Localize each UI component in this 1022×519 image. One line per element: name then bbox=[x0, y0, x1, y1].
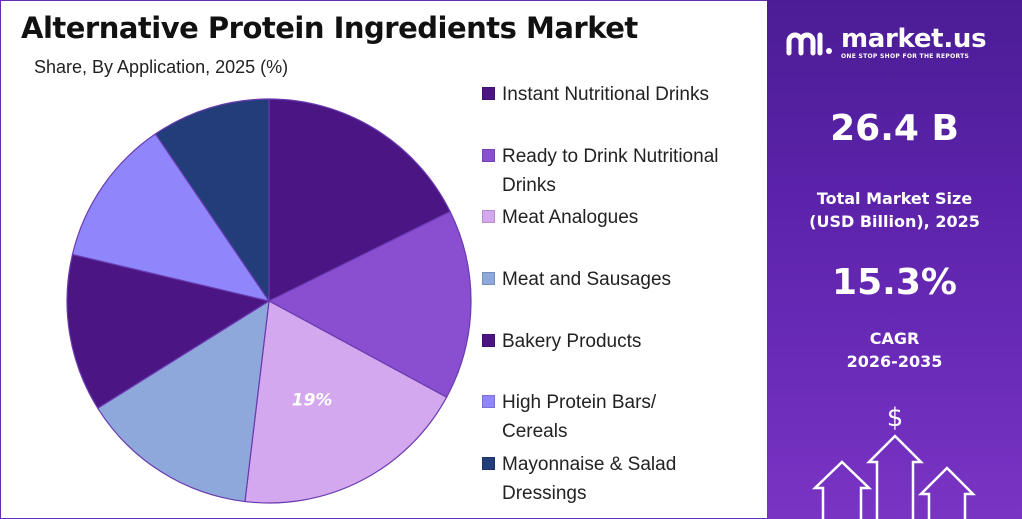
pie-slice bbox=[154, 98, 270, 303]
pie-slice bbox=[66, 253, 271, 409]
pie-slice bbox=[244, 300, 448, 504]
legend-swatch bbox=[482, 210, 495, 223]
chart-panel: Alternative Protein Ingredients Market S… bbox=[0, 0, 767, 519]
legend-item: Instant Nutritional Drinks bbox=[482, 80, 762, 109]
market-us-logo-icon bbox=[786, 32, 832, 56]
market-size-value: 26.4 B bbox=[830, 108, 959, 149]
legend-label: High Protein Bars/Cereals bbox=[502, 392, 657, 442]
market-size-label: Total Market Size (USD Billion), 2025 bbox=[809, 189, 980, 231]
cagr-value: 15.3% bbox=[832, 262, 957, 303]
legend-item: High Protein Bars/Cereals bbox=[482, 388, 762, 446]
legend-item: Meat Analogues bbox=[482, 203, 762, 232]
brand-name: market.us bbox=[841, 24, 987, 54]
legend-label: Instant Nutritional Drinks bbox=[502, 84, 709, 105]
legend-item: Bakery Products bbox=[482, 327, 762, 356]
chart-subtitle: Share, By Application, 2025 (%) bbox=[34, 57, 289, 77]
chart-title: Alternative Protein Ingredients Market bbox=[21, 11, 638, 45]
pie-slice bbox=[267, 210, 472, 399]
growth-arrows-icon: $ bbox=[811, 403, 977, 519]
legend-swatch bbox=[482, 149, 495, 162]
legend-swatch bbox=[482, 87, 495, 100]
dollar-icon: $ bbox=[887, 403, 904, 433]
legend-item: Mayonnaise & Salad Dressings bbox=[482, 450, 762, 508]
legend-label: Meat and Sausages bbox=[502, 269, 672, 290]
legend-item: Meat and Sausages bbox=[482, 265, 762, 294]
legend-label: Mayonnaise & Salad Dressings bbox=[502, 454, 677, 504]
brand: market.us ONE STOP SHOP FOR THE REPORTS bbox=[785, 24, 987, 60]
pie-chart: 19% bbox=[66, 98, 472, 504]
pie-slice bbox=[268, 98, 451, 302]
legend-label: Bakery Products bbox=[502, 331, 642, 352]
pie-slice bbox=[96, 299, 270, 503]
legend-swatch bbox=[482, 395, 495, 408]
legend-label: Ready to Drink Nutritional Drinks bbox=[502, 146, 719, 196]
legend-item: Ready to Drink Nutritional Drinks bbox=[482, 142, 762, 200]
brand-tagline: ONE STOP SHOP FOR THE REPORTS bbox=[841, 53, 970, 60]
legend-swatch bbox=[482, 457, 495, 470]
cagr-label: CAGR 2026-2035 bbox=[846, 329, 943, 371]
pie-slice bbox=[71, 133, 271, 302]
legend-swatch bbox=[482, 272, 495, 285]
legend-swatch bbox=[482, 334, 495, 347]
legend-label: Meat Analogues bbox=[502, 207, 639, 228]
stats-panel: market.us ONE STOP SHOP FOR THE REPORTS … bbox=[767, 0, 1022, 519]
pie-data-label: 19% bbox=[292, 391, 333, 411]
